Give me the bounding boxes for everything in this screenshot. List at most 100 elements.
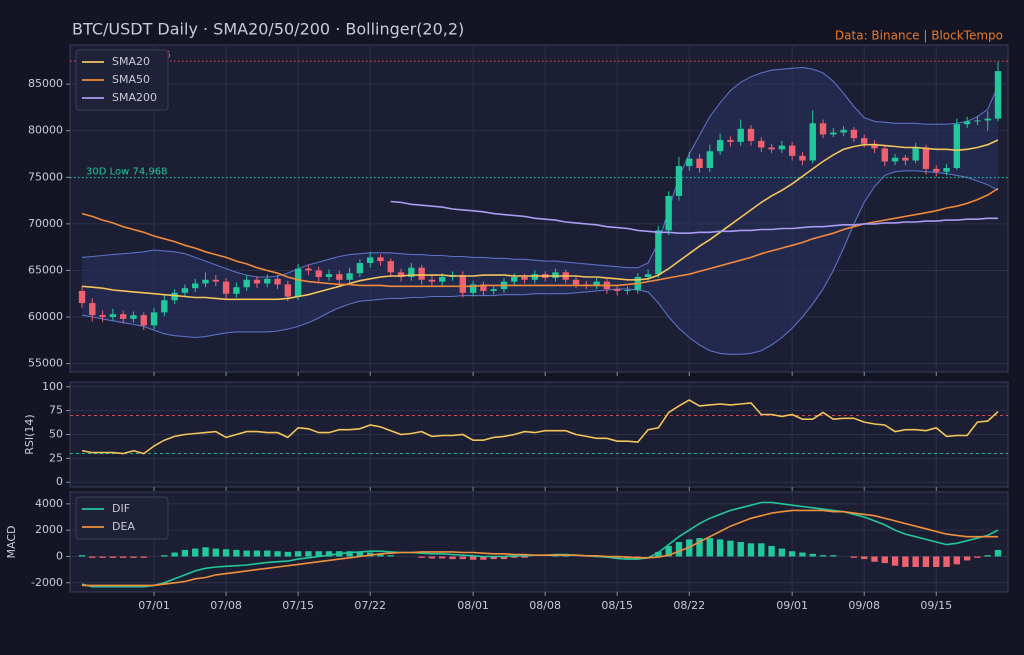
candle-body [150, 312, 158, 326]
candle-body [593, 281, 600, 286]
candle-body [78, 290, 86, 304]
candle-body [531, 274, 539, 280]
candle-body [140, 315, 147, 326]
histogram-bar [758, 543, 765, 557]
annotation-label: 30D Low 74,968 [86, 167, 167, 178]
candle-body [325, 274, 333, 277]
candle-body [315, 270, 322, 277]
candle-body [799, 155, 806, 161]
band-upper [81, 66, 999, 278]
candle-body [902, 157, 909, 161]
y-tick-label: 55000 [28, 357, 63, 370]
y-tick-label: 0 [56, 549, 63, 562]
histogram-bar [500, 556, 508, 560]
x-tick-label: 09/15 [920, 599, 952, 612]
candle-body [171, 292, 178, 301]
histogram-bar [243, 550, 250, 557]
candle-body [665, 195, 672, 231]
candle-body [480, 284, 487, 291]
candle-body [521, 276, 528, 280]
candle-body [397, 272, 405, 277]
histogram-bar [614, 556, 621, 559]
histogram-bar [830, 555, 837, 557]
candle-body [624, 290, 631, 292]
x-tick-label: 08/08 [529, 599, 561, 612]
candle-body [428, 279, 436, 282]
candle-body [387, 261, 394, 273]
candle-body [130, 315, 137, 319]
x-tick-label: 09/08 [848, 599, 880, 612]
histogram-bar [253, 550, 261, 557]
x-tick-label: 07/01 [138, 599, 170, 612]
candle-body [747, 128, 755, 141]
histogram-bar [912, 556, 919, 567]
histogram-bar [511, 556, 518, 558]
band-lower [81, 170, 999, 355]
candle-body [212, 279, 219, 282]
candle-body [686, 158, 693, 167]
candle-body [264, 278, 271, 284]
x-tick-label: 07/08 [210, 599, 242, 612]
histogram-bar [284, 551, 292, 557]
candle-body [192, 283, 199, 289]
histogram-bar [89, 556, 96, 558]
histogram-bar [109, 556, 117, 558]
histogram-bar [994, 549, 1002, 557]
x-tick-label: 07/22 [354, 599, 386, 612]
candle-body [655, 230, 662, 275]
candle-body [284, 284, 292, 297]
candle-body [716, 140, 724, 152]
histogram-bar [963, 556, 971, 561]
candle-body [469, 284, 477, 293]
series-line [81, 139, 999, 301]
legend-box [75, 496, 169, 540]
histogram-bar [161, 555, 168, 557]
chart-title: BTC/USDT Daily · SMA20/50/200 · Bollinge… [72, 20, 464, 39]
candle-body [881, 148, 888, 162]
y-tick-label: -2000 [31, 576, 63, 589]
histogram-bar [171, 552, 178, 557]
series-line [81, 187, 999, 288]
candle-body [758, 140, 765, 148]
candle-body [243, 279, 250, 288]
histogram-bar [346, 551, 353, 557]
candle-body [912, 147, 919, 161]
histogram-bar [181, 549, 189, 557]
histogram-bar [119, 556, 127, 558]
histogram-bar [202, 547, 209, 557]
histogram-bar [984, 555, 991, 557]
histogram-bar [78, 555, 86, 557]
histogram-bar [305, 551, 312, 557]
y-tick-label: 75 [49, 404, 63, 417]
histogram-bar [788, 551, 796, 557]
candle-body [552, 272, 559, 278]
histogram-bar [294, 551, 302, 557]
y-tick-label: 65000 [28, 263, 63, 276]
candle-body [933, 168, 940, 172]
x-tick-label: 08/22 [673, 599, 705, 612]
legend-label: SMA200 [112, 91, 157, 104]
candle-body [294, 268, 302, 297]
histogram-bar [706, 538, 714, 557]
source: Data: Binance | BlockTempo [835, 29, 1003, 43]
x-tick-label: 08/15 [601, 599, 633, 612]
candle-body [727, 140, 734, 142]
candle-body [99, 315, 106, 318]
histogram-bar [727, 540, 734, 557]
candle-body [336, 274, 343, 280]
candle-body [850, 129, 858, 139]
candle-body [89, 303, 96, 316]
candle-body [377, 257, 384, 262]
candle-body [346, 273, 353, 280]
legend-label: DIF [112, 502, 130, 515]
candle-body [696, 158, 703, 168]
candle-body [963, 121, 971, 125]
y-tick-label: 75000 [28, 170, 63, 183]
histogram-bar [192, 548, 199, 557]
x-tick-label: 07/15 [282, 599, 314, 612]
histogram-bar [819, 555, 827, 557]
legend-label: SMA20 [112, 55, 150, 68]
y-tick-label: 25 [49, 451, 63, 464]
histogram-bar [130, 556, 137, 558]
